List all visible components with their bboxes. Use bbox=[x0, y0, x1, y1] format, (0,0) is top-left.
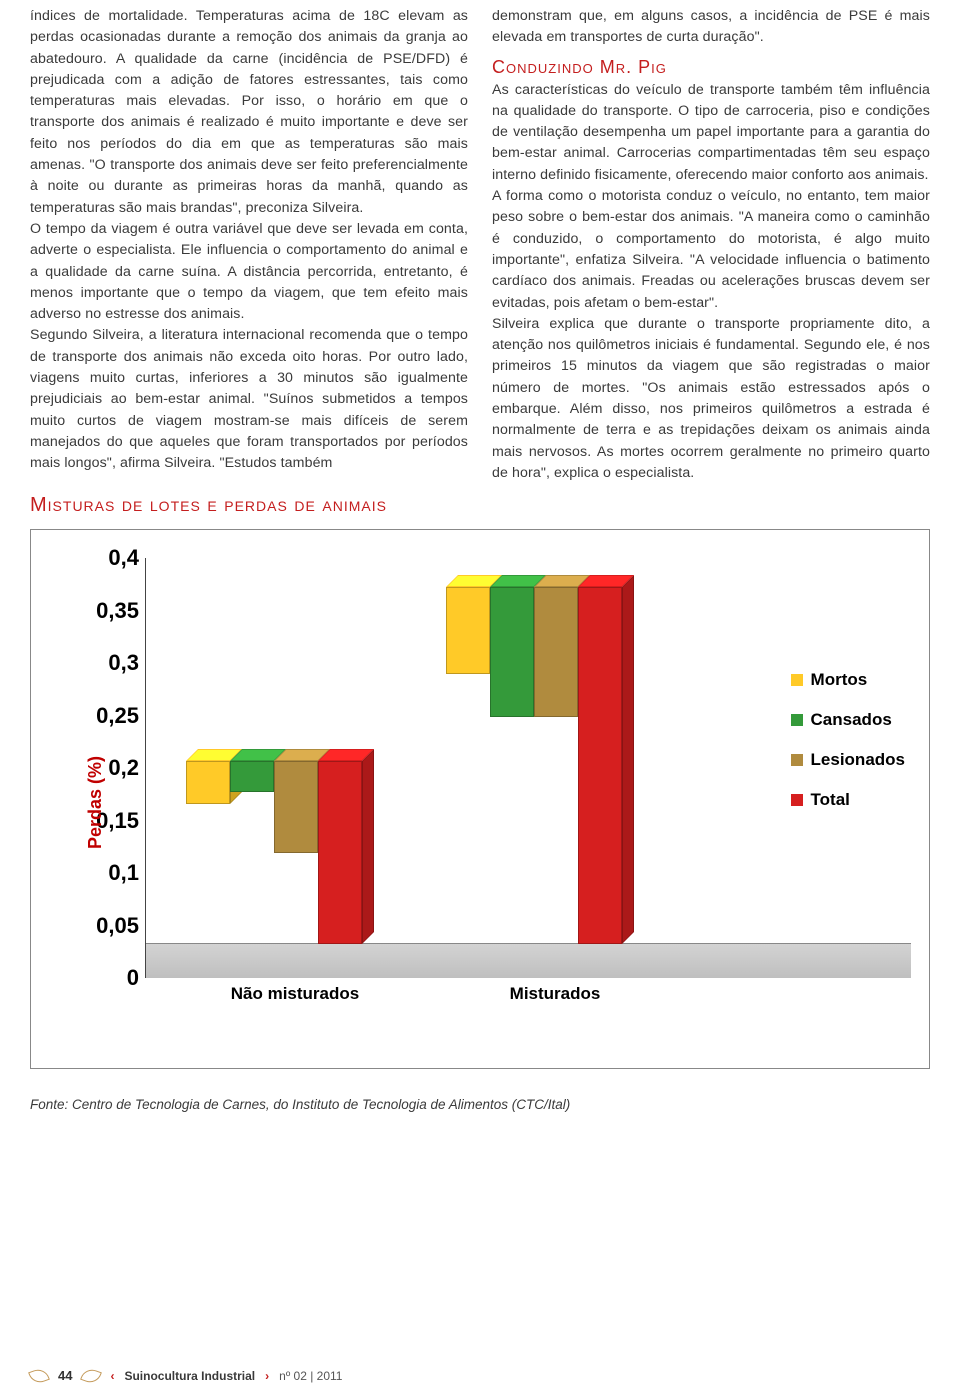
legend-label: Total bbox=[811, 790, 850, 810]
right-column: demonstram que, em alguns casos, a incid… bbox=[492, 6, 930, 484]
chart-bar bbox=[274, 761, 318, 853]
chart-bar bbox=[230, 761, 274, 792]
legend-item: Cansados bbox=[791, 710, 905, 730]
chart-bar bbox=[534, 587, 578, 717]
chart-ylabel-wrap: Perdas (%) bbox=[49, 558, 79, 1046]
separator-icon: ‹ bbox=[110, 1369, 114, 1383]
leaf-icon bbox=[28, 1366, 50, 1385]
chart-bar bbox=[490, 587, 534, 717]
body-paragraph: O tempo da viagem é outra variável que d… bbox=[30, 219, 468, 325]
chart-bar-group bbox=[186, 761, 362, 944]
body-paragraph: índices de mortalidade. Temperaturas aci… bbox=[30, 6, 468, 219]
legend-item: Lesionados bbox=[791, 750, 905, 770]
chart-bar-group bbox=[446, 587, 622, 944]
section-heading: Conduzindo Mr. Pig bbox=[492, 57, 930, 78]
legend-swatch bbox=[791, 714, 803, 726]
chart-container: Perdas (%) 0,40,350,30,250,20,150,10,050… bbox=[30, 529, 930, 1069]
chart-bar bbox=[446, 587, 490, 674]
chart-bar bbox=[578, 587, 622, 944]
legend-label: Lesionados bbox=[811, 750, 905, 770]
chart-xlabels: Não misturadosMisturados bbox=[145, 984, 911, 1004]
legend-item: Mortos bbox=[791, 670, 905, 690]
chart-bar bbox=[186, 761, 230, 804]
legend-swatch bbox=[791, 754, 803, 766]
body-paragraph: Segundo Silveira, a literatura internaci… bbox=[30, 325, 468, 474]
footer-brand: Suinocultura Industrial bbox=[124, 1369, 255, 1383]
chart-source: Fonte: Centro de Tecnologia de Carnes, d… bbox=[30, 1097, 930, 1112]
chart-bar bbox=[318, 761, 362, 944]
chart-floor bbox=[146, 944, 911, 978]
legend-label: Mortos bbox=[811, 670, 868, 690]
legend-item: Total bbox=[791, 790, 905, 810]
left-column: índices de mortalidade. Temperaturas aci… bbox=[30, 6, 468, 484]
chart-xlabel: Misturados bbox=[425, 984, 685, 1004]
page-footer: 44 ‹ Suinocultura Industrial › nº 02 | 2… bbox=[30, 1368, 342, 1383]
leaf-icon bbox=[81, 1366, 103, 1385]
separator-icon: › bbox=[265, 1369, 269, 1383]
body-paragraph: A forma como o motorista conduz o veícul… bbox=[492, 186, 930, 314]
body-paragraph: Silveira explica que durante o transport… bbox=[492, 314, 930, 484]
chart-xlabel: Não misturados bbox=[165, 984, 425, 1004]
legend-swatch bbox=[791, 794, 803, 806]
body-paragraph: As características do veículo de transpo… bbox=[492, 80, 930, 186]
page-number: 44 bbox=[58, 1368, 72, 1383]
legend-swatch bbox=[791, 674, 803, 686]
legend-label: Cansados bbox=[811, 710, 892, 730]
chart-title: Misturas de lotes e perdas de animais bbox=[30, 494, 930, 517]
body-paragraph: demonstram que, em alguns casos, a incid… bbox=[492, 6, 930, 49]
footer-issue: nº 02 | 2011 bbox=[279, 1369, 342, 1383]
chart-ylabel: Perdas (%) bbox=[85, 756, 106, 849]
chart-legend: Mortos Cansados Lesionados Total bbox=[791, 670, 905, 830]
